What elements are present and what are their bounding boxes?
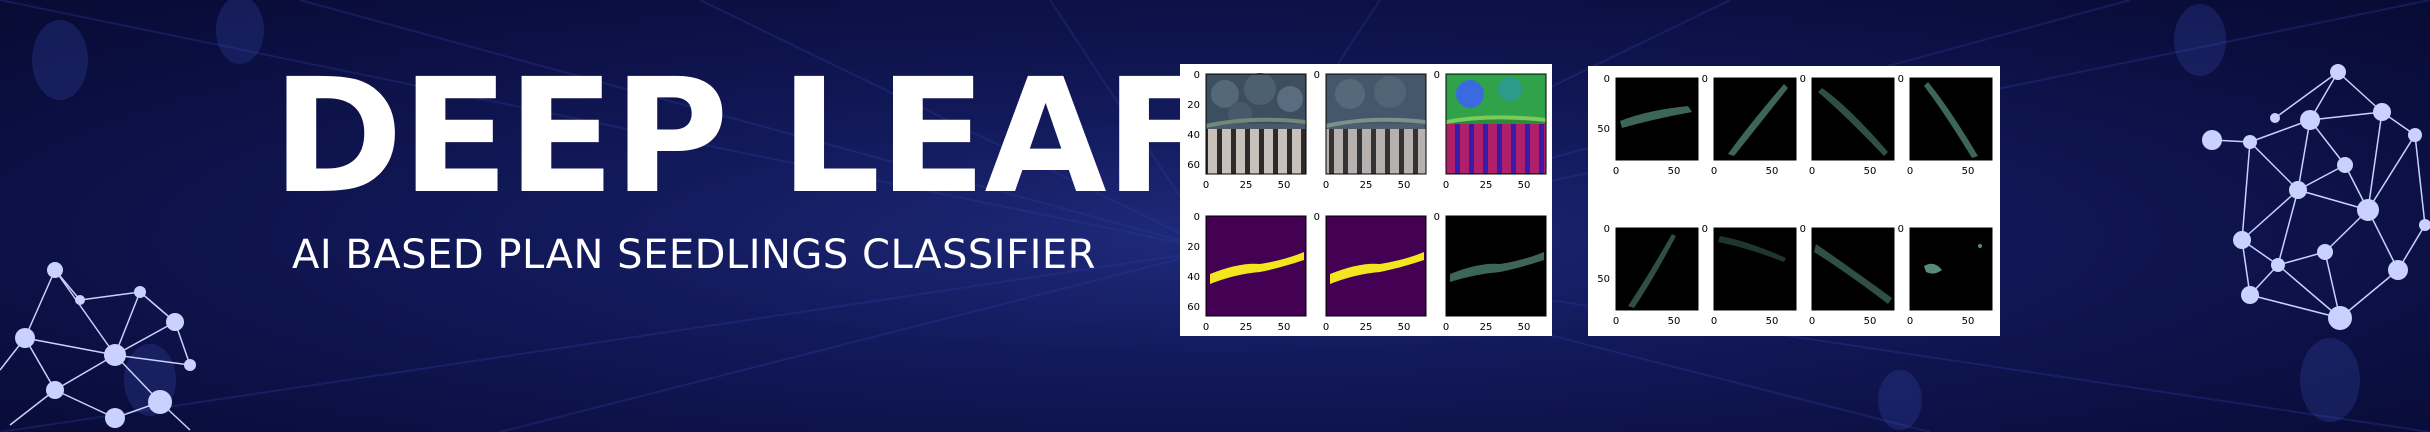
y-tick: 50 [1597,124,1610,135]
x-tick: 0 [1613,316,1619,327]
y-tick: 0 [1604,74,1610,85]
x-tick: 50 [1962,316,1975,327]
plot-original-seedling [1205,73,1307,174]
x-tick: 25 [1480,180,1493,191]
x-tick: 50 [1398,322,1411,333]
y-tick: 0 [1194,212,1200,223]
x-tick: 50 [1962,166,1975,177]
row1-tick-labels: 0 20 40 60 0 0 0 25 50 0 25 50 0 25 50 [1187,70,1530,191]
sample-plot-4 [1910,78,1992,160]
x-tick: 50 [1668,316,1681,327]
x-tick: 0 [1809,166,1815,177]
x-tick: 0 [1907,166,1913,177]
y-tick: 0 [1800,224,1806,235]
y-tick: 40 [1187,272,1200,283]
y-tick: 0 [1314,70,1320,81]
preprocessing-plots: 0 20 40 60 0 0 0 25 50 0 25 50 0 25 50 0… [1187,70,1547,333]
plot-segmented-leaf [1446,216,1546,316]
x-tick: 0 [1613,166,1619,177]
y-tick: 0 [1604,224,1610,235]
x-tick: 25 [1480,322,1493,333]
x-tick: 50 [1668,166,1681,177]
y-tick: 20 [1187,242,1200,253]
x-tick: 25 [1240,322,1253,333]
x-tick: 50 [1278,180,1291,191]
banner-title: DEEP LEAF [272,45,1213,229]
sample-plot-5 [1616,228,1698,310]
x-tick: 50 [1766,316,1779,327]
x-tick: 0 [1809,316,1815,327]
x-tick: 0 [1203,180,1209,191]
axes-frames [1205,73,1547,317]
plot-viridis-mask-2 [1326,216,1426,316]
x-tick: 0 [1323,180,1329,191]
y-tick: 0 [1314,212,1320,223]
segmented-samples-figure: 0 50 0 0 0 0 50 0 50 0 50 0 50 0 50 0 0 … [1588,66,2000,336]
plot-blurred-seedling [1325,74,1427,174]
y-tick: 0 [1434,212,1440,223]
x-tick: 25 [1240,180,1253,191]
x-tick: 50 [1864,166,1877,177]
sample-axes-frames [1615,77,1993,311]
x-tick: 0 [1443,180,1449,191]
sample-plot-8 [1910,228,1992,310]
x-tick: 25 [1360,180,1373,191]
x-tick: 0 [1907,316,1913,327]
y-tick: 0 [1702,224,1708,235]
y-tick: 0 [1194,70,1200,81]
x-tick: 0 [1711,316,1717,327]
x-tick: 0 [1323,322,1329,333]
y-tick: 60 [1187,302,1200,313]
x-tick: 0 [1203,322,1209,333]
sample-plot-6 [1714,228,1796,310]
preprocessing-figure: 0 20 40 60 0 0 0 25 50 0 25 50 0 25 50 0… [1180,64,1552,336]
banner-subtitle: AI BASED PLAN SEEDLINGS CLASSIFIER [292,232,1096,278]
x-tick: 50 [1278,322,1291,333]
x-tick: 0 [1711,166,1717,177]
plot-hsv-seedling [1445,74,1547,174]
segmented-sample-plots: 0 50 0 0 0 0 50 0 50 0 50 0 50 0 50 0 0 … [1597,74,1993,327]
x-tick: 50 [1518,180,1531,191]
y-tick: 40 [1187,130,1200,141]
y-tick: 0 [1898,224,1904,235]
sample-plot-2 [1714,78,1796,160]
x-tick: 0 [1443,322,1449,333]
sample-row2-ticks: 0 50 0 0 0 0 50 0 50 0 50 0 50 [1597,224,1974,327]
network-graphic-right [2202,64,2430,330]
x-tick: 50 [1864,316,1877,327]
x-tick: 50 [1398,180,1411,191]
x-tick: 50 [1766,166,1779,177]
sample-plot-7 [1812,228,1894,310]
row2-tick-labels: 0 20 40 60 0 0 0 25 50 0 25 50 0 25 50 [1187,212,1530,333]
y-tick: 50 [1597,274,1610,285]
sample-plot-3 [1812,78,1894,160]
x-tick: 50 [1518,322,1531,333]
y-tick: 0 [1434,70,1440,81]
y-tick: 0 [1898,74,1904,85]
y-tick: 20 [1187,100,1200,111]
y-tick: 0 [1702,74,1708,85]
sample-row1-ticks: 0 50 0 0 0 0 50 0 50 0 50 0 50 [1597,74,1974,177]
y-tick: 60 [1187,160,1200,171]
sample-plot-1 [1616,78,1698,160]
x-tick: 25 [1360,322,1373,333]
plot-viridis-mask-1 [1206,216,1306,316]
y-tick: 0 [1800,74,1806,85]
network-graphic-left [0,262,196,431]
